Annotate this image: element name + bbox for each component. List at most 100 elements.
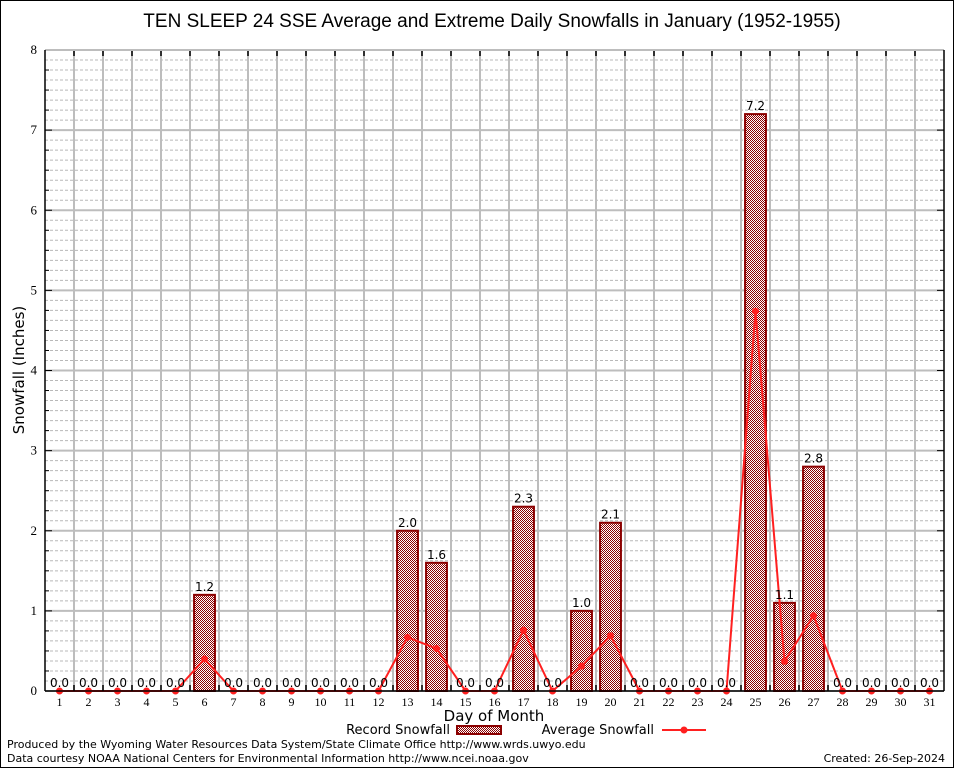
record-bar (396, 529, 419, 692)
x-tick-label: 18 (547, 695, 559, 709)
bar-value-label: 0.0 (485, 676, 504, 690)
footer-data-courtesy: Data courtesy NOAA National Centers for … (7, 752, 529, 765)
x-tick-label: 31 (924, 695, 936, 709)
footer-produced-by: Produced by the Wyoming Water Resources … (7, 738, 586, 751)
average-point (607, 632, 614, 640)
average-point (578, 662, 585, 670)
x-tick-label: 24 (721, 695, 733, 709)
y-tick-label: 6 (31, 202, 38, 217)
legend-swatch-average-marker (680, 726, 688, 734)
bar-value-label: 0.0 (340, 676, 359, 690)
y-tick-label: 3 (31, 443, 38, 458)
x-tick-label: 3 (115, 695, 121, 709)
bar-value-label: 0.0 (108, 676, 127, 690)
bar-value-label: 0.0 (50, 676, 69, 690)
x-tick-label: 4 (144, 695, 150, 709)
bar-value-label: 0.0 (311, 676, 330, 690)
x-tick-label: 12 (373, 695, 385, 709)
bar-value-label: 0.0 (369, 676, 388, 690)
bar-value-label: 1.1 (775, 588, 794, 602)
x-tick-label: 20 (605, 695, 617, 709)
bar-value-label: 0.0 (456, 676, 475, 690)
bar-value-label: 0.0 (630, 676, 649, 690)
bar-value-label: 0.0 (79, 676, 98, 690)
record-bar (773, 601, 796, 692)
x-tick-label: 16 (489, 695, 501, 709)
bar-value-label: 2.1 (601, 508, 620, 522)
average-point (781, 657, 788, 665)
bar-value-label: 0.0 (833, 676, 852, 690)
x-tick-label: 15 (460, 695, 472, 709)
y-tick-label: 1 (31, 603, 38, 618)
bar-value-label: 0.0 (224, 676, 243, 690)
bar-value-label: 0.0 (862, 676, 881, 690)
x-tick-label: 27 (808, 695, 820, 709)
bar-value-label: 0.0 (282, 676, 301, 690)
x-tick-label: 10 (315, 695, 327, 709)
x-tick-label: 17 (518, 695, 530, 709)
x-tick-label: 2 (86, 695, 92, 709)
bar-value-label: 0.0 (717, 676, 736, 690)
bar-value-label: 0.0 (137, 676, 156, 690)
y-tick-label: 2 (31, 523, 38, 538)
y-tick-label: 4 (31, 363, 38, 378)
y-tick-label: 0 (31, 683, 38, 698)
average-point (433, 645, 440, 653)
bar-value-label: 2.3 (514, 492, 533, 506)
x-tick-label: 13 (402, 695, 414, 709)
record-bar (802, 465, 825, 692)
bar-value-label: 0.0 (920, 676, 939, 690)
x-tick-label: 19 (576, 695, 588, 709)
average-point (752, 307, 759, 315)
bar-value-label: 0.0 (659, 676, 678, 690)
grid (45, 49, 944, 692)
average-point (404, 633, 411, 641)
bar-value-label: 0.0 (543, 676, 562, 690)
x-axis-label: Day of Month (444, 707, 545, 725)
footer-created: Created: 26-Sep-2024 (824, 752, 945, 765)
bar-value-label: 1.6 (427, 548, 446, 562)
bar-value-label: 7.2 (746, 99, 765, 113)
x-tick-label: 22 (663, 695, 675, 709)
legend-swatch-record (456, 725, 502, 735)
average-point (810, 612, 817, 620)
x-tick-label: 6 (202, 695, 208, 709)
x-tick-label: 1 (57, 695, 63, 709)
legend: Record Snowfall Average Snowfall (346, 723, 706, 738)
record-bar (193, 593, 216, 692)
record-bar (599, 521, 622, 692)
y-tick-label: 7 (31, 122, 38, 137)
y-axis-label: Snowfall (Inches) (10, 306, 28, 434)
legend-label-average: Average Snowfall (542, 723, 654, 738)
x-tick-label: 29 (866, 695, 878, 709)
legend-label-record: Record Snowfall (346, 723, 450, 738)
average-point (201, 655, 208, 663)
bar-value-label: 2.8 (804, 452, 823, 466)
x-tick-label: 25 (750, 695, 762, 709)
bar-value-label: 1.0 (572, 596, 591, 610)
record-bar (512, 505, 535, 692)
record-bar (570, 609, 593, 692)
y-tick-label: 8 (31, 42, 38, 57)
x-tick-label: 9 (289, 695, 295, 709)
x-tick-label: 23 (692, 695, 704, 709)
x-tick-label: 8 (260, 695, 266, 709)
y-tick-label: 5 (31, 282, 38, 297)
bar-value-label: 2.0 (398, 516, 417, 530)
data-labels: 0.0 0.0 0.0 0.0 0.0 1.2 0.0 0.0 0.0 0.0 0.0 0.0 2.0 1… (50, 99, 939, 690)
bar-value-label: 0.0 (166, 676, 185, 690)
bar-value-label: 1.2 (195, 580, 214, 594)
x-tick-label: 11 (344, 695, 356, 709)
x-tick-label: 30 (895, 695, 907, 709)
average-point (520, 626, 527, 634)
chart-title: TEN SLEEP 24 SSE Average and Extreme Dai… (143, 11, 840, 32)
x-tick-label: 7 (231, 695, 237, 709)
x-tick-label: 5 (173, 695, 179, 709)
x-tick-label: 26 (779, 695, 791, 709)
x-tick-label: 14 (431, 695, 443, 709)
record-bar (425, 561, 448, 692)
bar-value-label: 0.0 (891, 676, 910, 690)
x-tick-label: 21 (634, 695, 646, 709)
